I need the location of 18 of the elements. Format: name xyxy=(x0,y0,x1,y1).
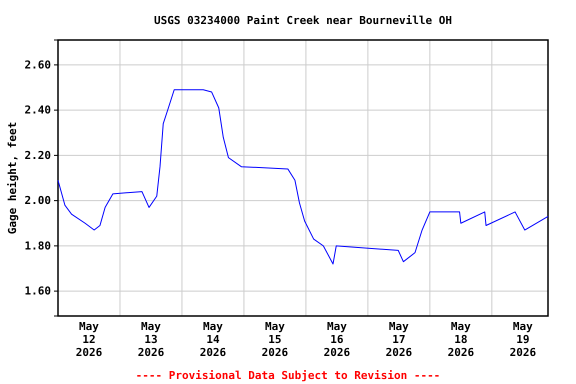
x-tick-label: May 13 2026 xyxy=(138,320,165,359)
y-tick-label: 1.60 xyxy=(24,284,51,298)
y-tick-label: 2.00 xyxy=(24,194,51,208)
x-tick-label: May 15 2026 xyxy=(262,320,289,359)
x-tick-label: May 17 2026 xyxy=(386,320,412,359)
y-tick-label: 2.60 xyxy=(24,58,51,72)
x-tick-label: May 14 2026 xyxy=(200,320,227,359)
y-axis-title: Gage height, feet xyxy=(6,122,19,234)
y-tick-label: 2.40 xyxy=(24,104,51,117)
x-tick-label: May 12 2026 xyxy=(76,320,103,359)
x-tick-label: May 16 2026 xyxy=(324,320,351,359)
y-tick-label: 1.80 xyxy=(24,239,51,252)
y-tick-label: 2.20 xyxy=(24,148,51,162)
chart-title: USGS 03234000 Paint Creek near Bourneville OH xyxy=(154,14,452,27)
x-tick-label: May 18 2026 xyxy=(448,320,474,359)
x-tick-label: May 19 2026 xyxy=(510,320,536,359)
text: ---- Provisional Data Subject to Revision ---- xyxy=(136,369,440,382)
line-series xyxy=(58,89,548,264)
